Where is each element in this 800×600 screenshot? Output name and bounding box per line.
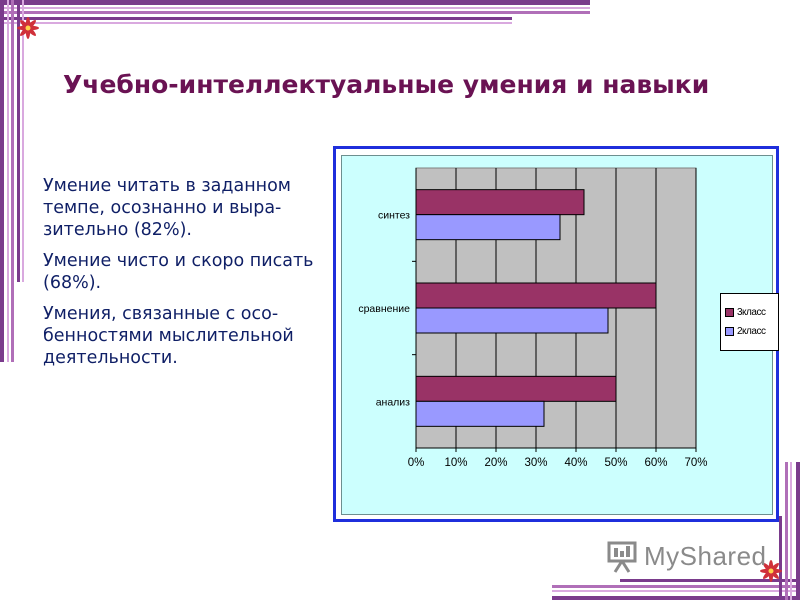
bar-chart: 0% 10% 20% 30% 40% 50% 60% 70% синтез сравнение ан… <box>358 167 708 469</box>
presentation-board-icon <box>607 541 637 573</box>
x-tick-label: 30% <box>524 457 547 469</box>
bottom-stripe-1 <box>552 596 800 600</box>
chart-frame: 0% 10% 20% 30% 40% 50% 60% 70% синтез сравнение ан… <box>333 146 779 522</box>
right-stripe-4 <box>779 516 782 600</box>
right-stripe-1 <box>796 462 800 600</box>
bullet-thinking: Умения, связанные с осо-бенностями мысли… <box>43 304 294 368</box>
chart-legend: 3класс 2класс <box>720 293 779 351</box>
x-tick-label: 60% <box>644 457 667 469</box>
legend-item-3klass: 3класс <box>725 306 766 320</box>
bottom-stripe-2 <box>552 590 800 592</box>
bottom-stripe-3 <box>552 585 800 588</box>
left-stripe-2 <box>7 0 9 362</box>
x-tick-label: 50% <box>604 457 627 469</box>
category-label: синтез <box>378 210 410 222</box>
watermark-text: MyShared <box>644 540 767 571</box>
left-stripe-1 <box>0 0 4 362</box>
chart-area: 0% 10% 20% 30% 40% 50% 60% 70% синтез сравнение ан… <box>341 155 779 515</box>
right-stripe-2 <box>790 462 792 600</box>
top-stripe-2 <box>0 7 590 9</box>
legend-swatch-3klass <box>725 307 734 317</box>
x-tick-label: 70% <box>684 457 707 469</box>
flower-ornament-bottom-right-icon <box>760 560 782 582</box>
bar-3класс-сравнение <box>415 282 657 309</box>
top-stripe-3 <box>0 11 590 14</box>
legend-label-2klass: 2класс <box>737 326 766 337</box>
x-tick-label: 40% <box>564 457 587 469</box>
top-stripe-5 <box>0 22 512 24</box>
bar-2класс-синтез <box>415 214 561 241</box>
bar-2класс-анализ <box>415 400 545 427</box>
x-tick-label: 0% <box>408 457 425 469</box>
bottom-stripe-4 <box>620 579 800 582</box>
bullet-reading: Умение читать в заданном темпе, осознанн… <box>43 176 291 240</box>
flower-ornament-top-left-icon <box>17 17 39 39</box>
bar-3класс-анализ <box>415 375 617 402</box>
slide-title: Учебно-интеллектуальные умения и навыки <box>63 70 710 99</box>
category-label: анализ <box>376 396 410 408</box>
watermark: MyShared <box>606 538 767 574</box>
top-stripe-4 <box>0 17 512 20</box>
bullet-writing: Умение чисто и скоро писать (68%). <box>43 251 314 293</box>
bar-3класс-синтез <box>415 189 585 216</box>
category-label: сравнение <box>358 303 410 315</box>
legend-label-3klass: 3класс <box>737 307 766 318</box>
legend-item-2klass: 2класс <box>725 325 766 339</box>
legend-swatch-2klass <box>725 326 734 336</box>
bullet-text-block: Умение читать в заданном темпе, осознанн… <box>43 175 333 378</box>
top-stripe-1 <box>0 0 590 5</box>
left-stripe-4 <box>17 0 20 282</box>
x-tick-label: 20% <box>484 457 507 469</box>
bar-2класс-сравнение <box>415 307 609 334</box>
left-stripe-3 <box>11 0 14 362</box>
left-stripe-5 <box>22 0 24 282</box>
x-tick-label: 10% <box>444 457 467 469</box>
right-stripe-3 <box>785 462 788 600</box>
